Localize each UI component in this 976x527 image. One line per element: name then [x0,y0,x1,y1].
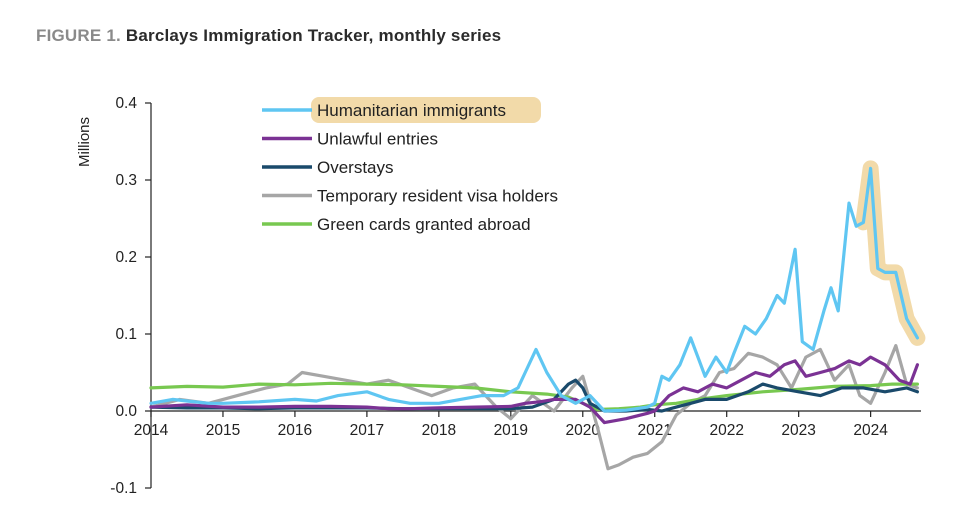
legend-label-humanitarian-immigrants: Humanitarian immigrants [317,101,506,120]
y-tick-label: 0.1 [115,326,137,343]
legend-label-unlawful-entries: Unlawful entries [317,130,438,149]
x-tick-label: 2015 [206,422,240,439]
figure-title-text: Barclays Immigration Tracker, monthly se… [125,26,502,45]
series-line-unlawful-entries [149,355,920,425]
legend: Humanitarian immigrants Unlawful entries O… [262,97,558,234]
x-tick-label: 2020 [566,422,601,439]
x-tick-label: 2022 [709,422,743,439]
legend-label-green-cards-granted-abroad: Green cards granted abroad [317,215,531,234]
y-tick-label: 0.0 [115,403,137,420]
legend-label-temporary-resident-visa-holders: Temporary resident visa holders [317,187,558,206]
x-tick-label: 2024 [853,422,888,439]
x-tick-label: 2016 [278,422,312,439]
series-lines [149,166,920,471]
legend-label-overstays: Overstays [317,158,394,177]
series-line-temporary-resident-visa-holders [149,344,920,471]
x-tick-label: 2018 [422,422,456,439]
x-tick-label: 2014 [134,422,169,439]
y-tick-label: 0.2 [115,249,137,266]
figure-title: FIGURE 1. Barclays Immigration Tracker, … [36,26,501,46]
x-tick-label: 2017 [350,422,384,439]
y-axis-label: Millions [76,117,93,167]
x-tick-label: 2019 [494,422,528,439]
y-tick-label: -0.1 [110,480,137,497]
figure-label: FIGURE 1. [36,26,121,45]
y-tick-label: 0.3 [115,172,137,189]
x-tick-label: 2021 [637,422,671,439]
y-tick-label: 0.4 [115,95,137,112]
x-tick-label: 2023 [781,422,815,439]
legend-highlight [311,97,541,123]
axes: 0.4 0.3 0.2 0.1 0.0 -0.1 2014 2015 2016 2017 2018 2… [110,95,921,497]
series-line-humanitarian-immigrants [149,166,920,413]
